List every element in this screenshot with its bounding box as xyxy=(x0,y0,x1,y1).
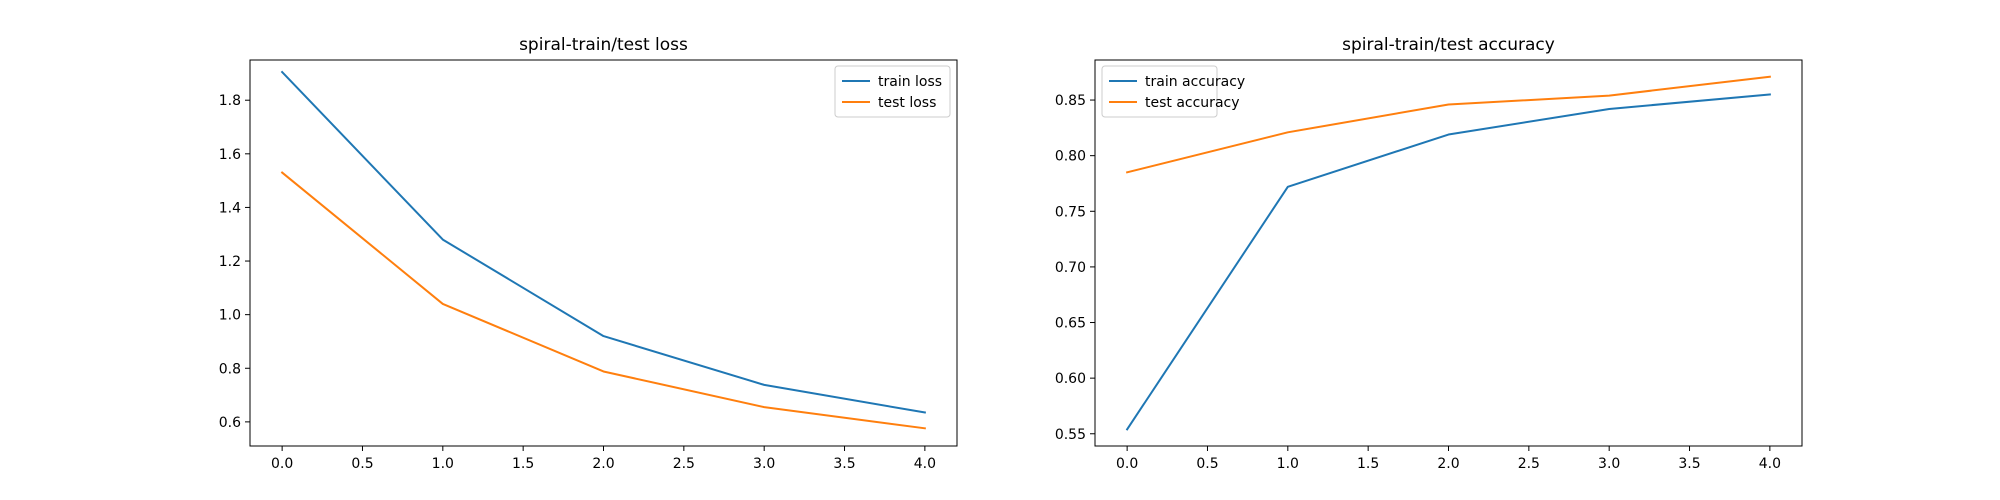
loss-x-tick-label: 1.5 xyxy=(512,456,534,472)
loss-series-line-train xyxy=(280,70,927,414)
loss-x-tick-label: 3.0 xyxy=(753,456,775,472)
loss-x-tick-label: 4.0 xyxy=(914,456,936,472)
accuracy-y-tick-label: 0.55 xyxy=(1055,427,1086,443)
loss-series-line-test xyxy=(280,171,926,430)
accuracy-x-tick-label: 4.0 xyxy=(1759,456,1781,472)
accuracy-x-tick-label: 2.0 xyxy=(1437,456,1459,472)
accuracy-x-tick-label: 3.0 xyxy=(1598,456,1620,472)
accuracy-y-tick-label: 0.70 xyxy=(1055,260,1086,276)
loss-x-tick-label: 1.0 xyxy=(432,456,454,472)
accuracy-series-line-test xyxy=(1125,75,1771,174)
accuracy-x-tick-label: 3.5 xyxy=(1678,456,1700,472)
loss-legend-frame xyxy=(834,65,951,118)
loss-legend: train loss test loss xyxy=(834,65,951,118)
accuracy-x-tick-label: 2.5 xyxy=(1518,456,1540,472)
accuracy-y-tick-label: 0.80 xyxy=(1055,149,1086,165)
accuracy-y-tick-label: 0.65 xyxy=(1055,316,1086,332)
accuracy-series-line-train xyxy=(1125,93,1771,431)
loss-y-tick-label: 1.2 xyxy=(219,254,241,270)
loss-y-tick-label: 1.6 xyxy=(219,147,241,163)
loss-y-tick-label: 1.4 xyxy=(219,200,241,216)
accuracy-chart: spiral-train/test accuracy 0.0 0.5 1.0 1.5 2.… xyxy=(1055,35,1803,472)
accuracy-legend-frame xyxy=(1101,65,1218,118)
loss-x-tick-label: 0.0 xyxy=(271,456,293,472)
accuracy-x-tick-label: 1.0 xyxy=(1277,456,1299,472)
loss-legend-label: train loss xyxy=(878,74,942,90)
accuracy-legend-label: test accuracy xyxy=(1145,95,1240,111)
accuracy-y-tick-label: 0.85 xyxy=(1055,93,1086,109)
accuracy-x-tick-label: 1.5 xyxy=(1357,456,1379,472)
loss-y-tick-label: 1.8 xyxy=(219,93,241,109)
loss-x-tick-label: 2.0 xyxy=(592,456,614,472)
accuracy-axes-frame xyxy=(1094,59,1803,447)
accuracy-legend: train accuracy test accuracy xyxy=(1101,65,1245,118)
loss-x-tick-label: 3.5 xyxy=(833,456,855,472)
loss-x-tick-label: 2.5 xyxy=(673,456,695,472)
loss-y-tick-label: 0.8 xyxy=(219,361,241,377)
loss-y-tick-label: 1.0 xyxy=(219,308,241,324)
accuracy-y-tick-label: 0.60 xyxy=(1055,371,1086,387)
accuracy-chart-title: spiral-train/test accuracy xyxy=(1342,35,1555,55)
accuracy-y-tick-label: 0.75 xyxy=(1055,204,1086,220)
loss-axes-frame xyxy=(249,59,958,447)
accuracy-x-tick-label: 0.0 xyxy=(1116,456,1138,472)
loss-legend-label: test loss xyxy=(878,95,936,111)
loss-chart-title: spiral-train/test loss xyxy=(519,35,688,55)
accuracy-x-tick-label: 0.5 xyxy=(1196,456,1218,472)
loss-chart: spiral-train/test loss 0.0 0.5 1.0 1.5 2.0 2.5… xyxy=(219,35,958,472)
loss-x-tick-label: 0.5 xyxy=(351,456,373,472)
accuracy-legend-label: train accuracy xyxy=(1145,74,1245,90)
loss-y-tick-label: 0.6 xyxy=(219,415,241,431)
